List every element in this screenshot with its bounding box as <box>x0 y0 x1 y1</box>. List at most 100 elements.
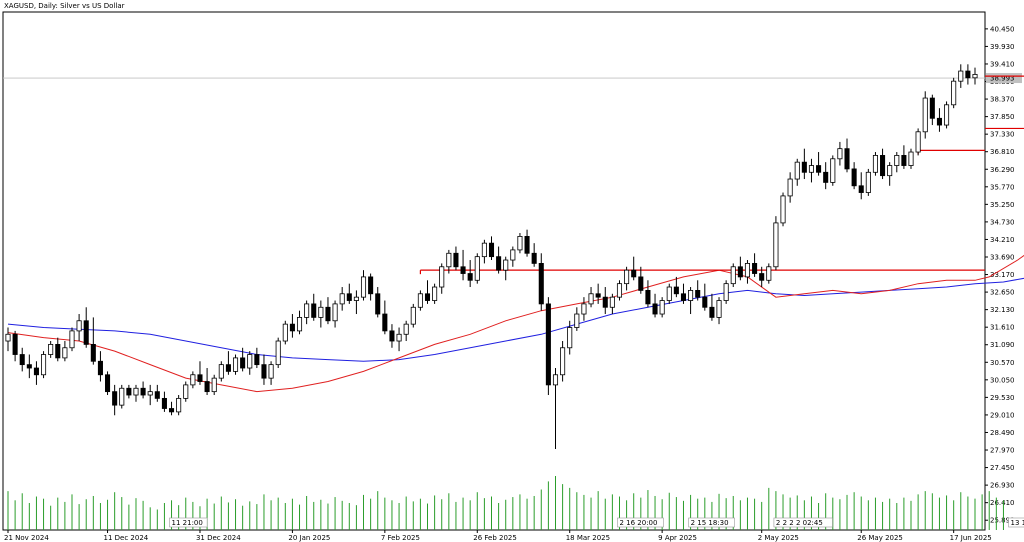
y-tick-label: 26.410 <box>990 499 1015 507</box>
candle-body <box>503 259 509 271</box>
candle-body <box>232 357 239 372</box>
candle-body <box>204 381 210 393</box>
candle-body <box>538 263 544 305</box>
candle-body <box>211 377 217 393</box>
bar-time-label: 2 15 18:30 <box>691 519 729 527</box>
candle-body <box>488 242 495 258</box>
candle-body <box>254 354 260 366</box>
y-tick-label: 33.690 <box>990 253 1015 261</box>
candle-body <box>702 296 708 308</box>
candle-body <box>90 343 96 362</box>
candle-body <box>268 364 274 379</box>
candle-body <box>360 276 367 298</box>
candle-body <box>695 290 701 298</box>
candle-body <box>759 273 765 281</box>
candle-body <box>880 155 886 177</box>
candle-body <box>12 333 18 355</box>
candle-body <box>609 296 615 308</box>
x-tick-label: 18 Mar 2025 <box>566 534 610 542</box>
candle-body <box>730 266 736 285</box>
candle-body <box>944 104 950 126</box>
candle-body <box>894 155 900 166</box>
candle-body <box>275 340 281 366</box>
candle-body <box>169 408 175 413</box>
candle-body <box>339 293 345 305</box>
y-tick-label: 28.490 <box>990 429 1015 437</box>
candle-body <box>396 333 402 342</box>
x-tick-label: 31 Dec 2024 <box>196 534 241 542</box>
candle-body <box>368 276 374 295</box>
x-tick-label: 17 Jun 2025 <box>950 534 992 542</box>
y-tick-label: 30.570 <box>990 359 1015 367</box>
candle-body <box>190 374 196 386</box>
y-tick-label: 29.010 <box>990 411 1015 419</box>
y-tick-label: 34.730 <box>990 218 1015 226</box>
candle-body <box>851 168 857 187</box>
candle-body <box>5 333 11 342</box>
candle-body <box>766 266 772 281</box>
bar-time-label: 13 17:00 <box>1011 519 1024 527</box>
bar-time-label-box <box>773 517 833 528</box>
candle-body <box>346 293 352 301</box>
candle-body <box>552 374 559 386</box>
candle-body <box>965 70 971 79</box>
candle-body <box>424 293 431 301</box>
bar-time-label-box <box>688 517 735 528</box>
candle-body <box>723 283 729 301</box>
candle-body <box>794 161 800 180</box>
y-tick-label: 27.970 <box>990 447 1015 455</box>
bar-time-label: 2 16 20:00 <box>619 519 657 527</box>
candle-body <box>140 387 146 396</box>
candle-body <box>752 263 758 274</box>
y-tick-label: 36.810 <box>990 148 1015 156</box>
candle-body <box>787 178 793 197</box>
y-tick-label: 32.650 <box>990 289 1015 297</box>
candle-body <box>119 387 125 406</box>
candle-body <box>823 171 829 183</box>
candle-body <box>19 354 25 366</box>
candle-body <box>247 354 253 369</box>
y-tick-label: 39.930 <box>990 43 1015 51</box>
current-price-label: 38.993 <box>990 75 1015 83</box>
y-tick-label: 39.410 <box>990 60 1015 68</box>
x-tick-label: 21 Nov 2024 <box>4 534 49 542</box>
candle-body <box>389 330 395 342</box>
candle-body <box>887 165 893 177</box>
candle-body <box>154 391 160 399</box>
candle-body <box>446 252 452 268</box>
candle-body <box>872 155 878 173</box>
y-tick-label: 31.610 <box>990 324 1015 332</box>
candle-body <box>48 343 54 355</box>
candle-body <box>574 313 580 328</box>
candle-body <box>112 391 118 406</box>
candle-body <box>496 256 502 271</box>
candle-body <box>105 374 111 393</box>
candle-body <box>638 276 644 291</box>
candle-body <box>225 364 231 372</box>
candle-body <box>453 252 459 268</box>
candle-body <box>382 313 388 332</box>
candle-body <box>616 283 623 298</box>
candle-body <box>581 303 587 315</box>
candle-body <box>481 242 487 258</box>
candle-body <box>133 387 139 396</box>
candle-body <box>951 80 957 106</box>
candle-body <box>183 384 189 399</box>
candle-body <box>837 148 843 160</box>
candle-body <box>588 293 594 305</box>
candle-body <box>417 293 423 308</box>
candle-body <box>311 303 317 318</box>
candle-body <box>560 347 566 376</box>
candle-body <box>858 185 864 193</box>
x-tick-label: 7 Feb 2025 <box>381 534 420 542</box>
candle-body <box>801 161 807 173</box>
plot-frame <box>2 11 986 531</box>
x-tick-label: 20 Jan 2025 <box>288 534 330 542</box>
candle-body <box>76 320 82 332</box>
candle-body <box>375 293 381 315</box>
x-tick-label: 2 May 2025 <box>758 534 799 542</box>
candle-body <box>26 364 32 369</box>
candle-body <box>808 165 814 173</box>
y-tick-label: 26.930 <box>990 482 1015 490</box>
